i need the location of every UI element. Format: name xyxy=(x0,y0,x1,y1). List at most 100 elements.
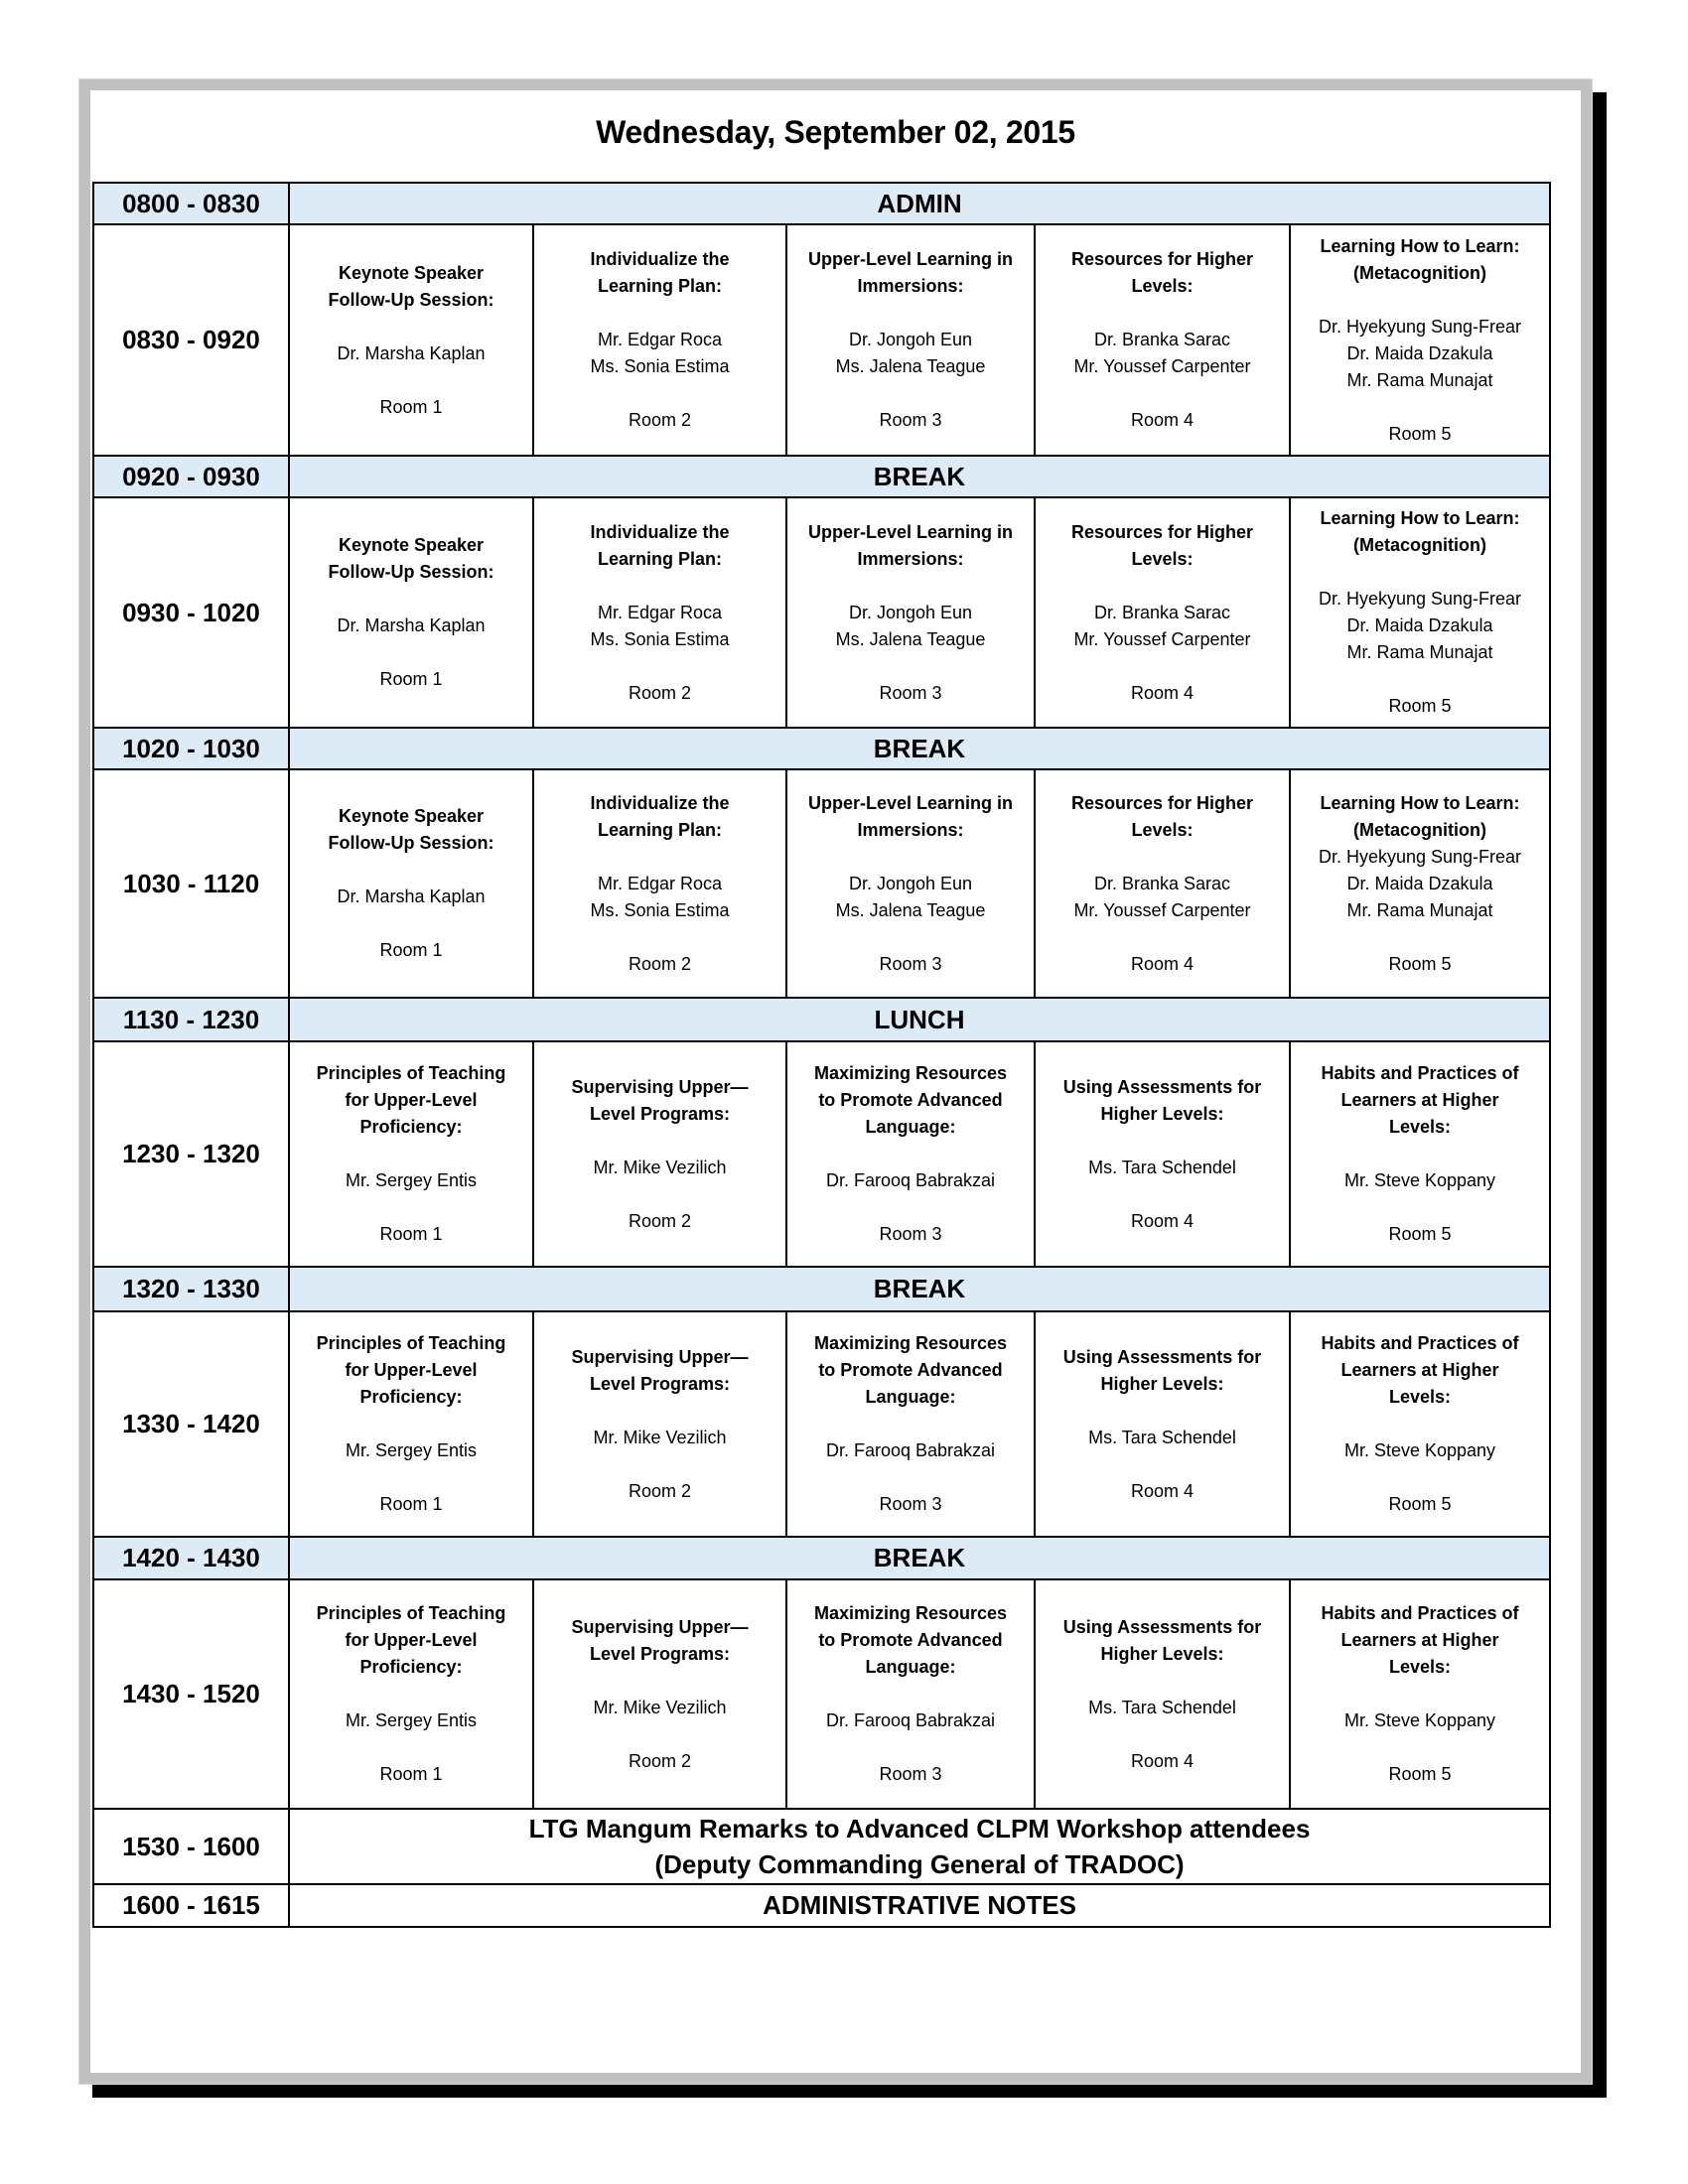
session-presenter: Mr. Rama Munajat xyxy=(1346,642,1493,662)
session-title: Follow-Up Session: xyxy=(328,833,494,853)
session-title: (Metacognition) xyxy=(1353,535,1486,555)
session-presenter: Dr. Maida Dzakula xyxy=(1346,342,1493,363)
session-presenter: Ms. Sonia Estima xyxy=(590,628,730,649)
session-cell: Habits and Practices of Learners at Highe… xyxy=(1289,1578,1551,1810)
schedule-row-sessions: 1430 - 1520 Principles of Teaching for Upp… xyxy=(92,1578,1551,1810)
session-presenter: Mr. Edgar Roca xyxy=(597,330,723,349)
spacer xyxy=(1291,559,1549,586)
session-title: Maximizing Resources xyxy=(813,1603,1008,1623)
session-room: Room 5 xyxy=(1388,423,1452,444)
session-room: Room 3 xyxy=(879,410,942,430)
spacer xyxy=(290,1464,532,1491)
spacer xyxy=(787,1194,1034,1221)
block-label: BREAK xyxy=(288,727,1551,770)
session-room: Room 3 xyxy=(879,1224,942,1244)
schedule-row-sessions: 1330 - 1420 Principles of Teaching for Upp… xyxy=(92,1310,1551,1538)
session-presenter: Dr. Branka Sarac xyxy=(1093,873,1231,893)
session-cell: Learning How to Learn: (Metacognition) Dr.… xyxy=(1289,768,1551,999)
session-room: Room 1 xyxy=(379,1494,443,1514)
session-cell: Using Assessments for Higher Levels: Ms. T… xyxy=(1034,1310,1291,1538)
spacer xyxy=(290,586,532,613)
session-room: Room 2 xyxy=(628,1480,692,1501)
spacer xyxy=(1036,1721,1289,1748)
session-title: for Upper-Level xyxy=(345,1630,478,1650)
session-cell: Principles of Teaching for Upper-Level Pro… xyxy=(288,1310,534,1538)
session-cell: Maximizing Resources to Promote Advanced L… xyxy=(785,1310,1036,1538)
session-title: Proficiency: xyxy=(359,1657,463,1677)
spacer xyxy=(1036,924,1289,951)
session-presenter: Mr. Mike Vezilich xyxy=(593,1697,727,1717)
session-title: Learning How to Learn: xyxy=(1320,508,1520,528)
spacer xyxy=(290,1194,532,1221)
schedule-row-sessions: 1230 - 1320 Principles of Teaching for Upp… xyxy=(92,1040,1551,1268)
session-title: Resources for Higher xyxy=(1070,521,1254,542)
session-room: Room 2 xyxy=(628,953,692,974)
spacer xyxy=(1036,380,1289,407)
session-title: Higher Levels: xyxy=(1100,1643,1224,1664)
spacer xyxy=(290,367,532,394)
session-title: Learners at Higher xyxy=(1340,1090,1499,1110)
session-cell: Habits and Practices of Learners at Highe… xyxy=(1289,1040,1551,1268)
spacer xyxy=(787,844,1034,871)
spacer xyxy=(787,573,1034,600)
session-title: Using Assessments for xyxy=(1062,1076,1262,1097)
spacer xyxy=(290,639,532,666)
session-title: Using Assessments for xyxy=(1062,1346,1262,1367)
session-title: Learners at Higher xyxy=(1340,1360,1499,1380)
session-cell: Supervising Upper— Level Programs: Mr. Mik… xyxy=(532,1040,787,1268)
spacer xyxy=(1291,1734,1549,1761)
session-presenter: Dr. Hyekyung Sung-Frear xyxy=(1318,846,1522,867)
spacer xyxy=(290,1141,532,1167)
session-presenter: Mr. Rama Munajat xyxy=(1346,899,1493,920)
spacer xyxy=(1036,1128,1289,1155)
session-room: Room 4 xyxy=(1130,682,1195,703)
session-title: Higher Levels: xyxy=(1100,1373,1224,1394)
spacer xyxy=(787,653,1034,680)
session-title: Levels: xyxy=(1388,1657,1452,1677)
session-cell: Individualize the Learning Plan: Mr. Edgar… xyxy=(532,223,787,457)
session-cell: Using Assessments for Higher Levels: Ms. T… xyxy=(1034,1578,1291,1810)
page-frame: Wednesday, September 02, 2015 0800 - 083… xyxy=(78,78,1593,2085)
session-room: Room 3 xyxy=(879,682,942,703)
spacer xyxy=(1036,844,1289,871)
spacer xyxy=(534,844,785,871)
session-title: Level Programs: xyxy=(589,1643,731,1664)
session-room: Room 1 xyxy=(379,669,443,689)
spacer xyxy=(1291,666,1549,693)
block-label: LUNCH xyxy=(288,997,1551,1042)
time-slot: 1320 - 1330 xyxy=(92,1266,290,1312)
session-title: Levels: xyxy=(1131,819,1194,840)
session-title: Language: xyxy=(865,1117,956,1137)
session-title: Keynote Speaker xyxy=(338,535,485,555)
session-cell: Upper-Level Learning in Immersions: Dr. Jo… xyxy=(785,223,1036,457)
session-cell: Maximizing Resources to Promote Advanced L… xyxy=(785,1040,1036,1268)
session-title: Resources for Higher xyxy=(1070,792,1254,813)
session-title: Individualize the xyxy=(590,521,730,542)
session-presenter: Ms. Jalena Teague xyxy=(835,628,986,649)
session-cell: Maximizing Resources to Promote Advanced L… xyxy=(785,1578,1036,1810)
session-cell: Learning How to Learn: (Metacognition) Dr.… xyxy=(1289,223,1551,457)
session-title: Follow-Up Session: xyxy=(328,289,494,310)
remarks-line: LTG Mangum Remarks to Advanced CLPM Work… xyxy=(528,1814,1311,1843)
time-slot: 1530 - 1600 xyxy=(92,1808,290,1885)
block-label: BREAK xyxy=(288,1536,1551,1580)
time-slot: 1030 - 1120 xyxy=(92,768,290,999)
session-title: Maximizing Resources xyxy=(813,1333,1008,1353)
session-title: Upper-Level Learning in xyxy=(807,792,1014,813)
spacer xyxy=(1291,1411,1549,1437)
session-presenter: Mr. Steve Koppany xyxy=(1343,1710,1496,1730)
spacer xyxy=(290,1734,532,1761)
session-title: Immersions: xyxy=(857,276,964,296)
session-room: Room 2 xyxy=(628,1750,692,1771)
spacer xyxy=(290,910,532,937)
session-title: Habits and Practices of xyxy=(1321,1333,1519,1353)
session-room: Room 1 xyxy=(379,1764,443,1784)
session-room: Room 2 xyxy=(628,1210,692,1231)
session-presenter: Ms. Jalena Teague xyxy=(835,899,986,920)
spacer xyxy=(1291,1464,1549,1491)
session-title: Resources for Higher xyxy=(1070,249,1254,269)
session-title: Language: xyxy=(865,1387,956,1407)
session-title: to Promote Advanced xyxy=(818,1630,1003,1650)
spacer xyxy=(787,1734,1034,1761)
session-title: (Metacognition) xyxy=(1353,262,1486,283)
